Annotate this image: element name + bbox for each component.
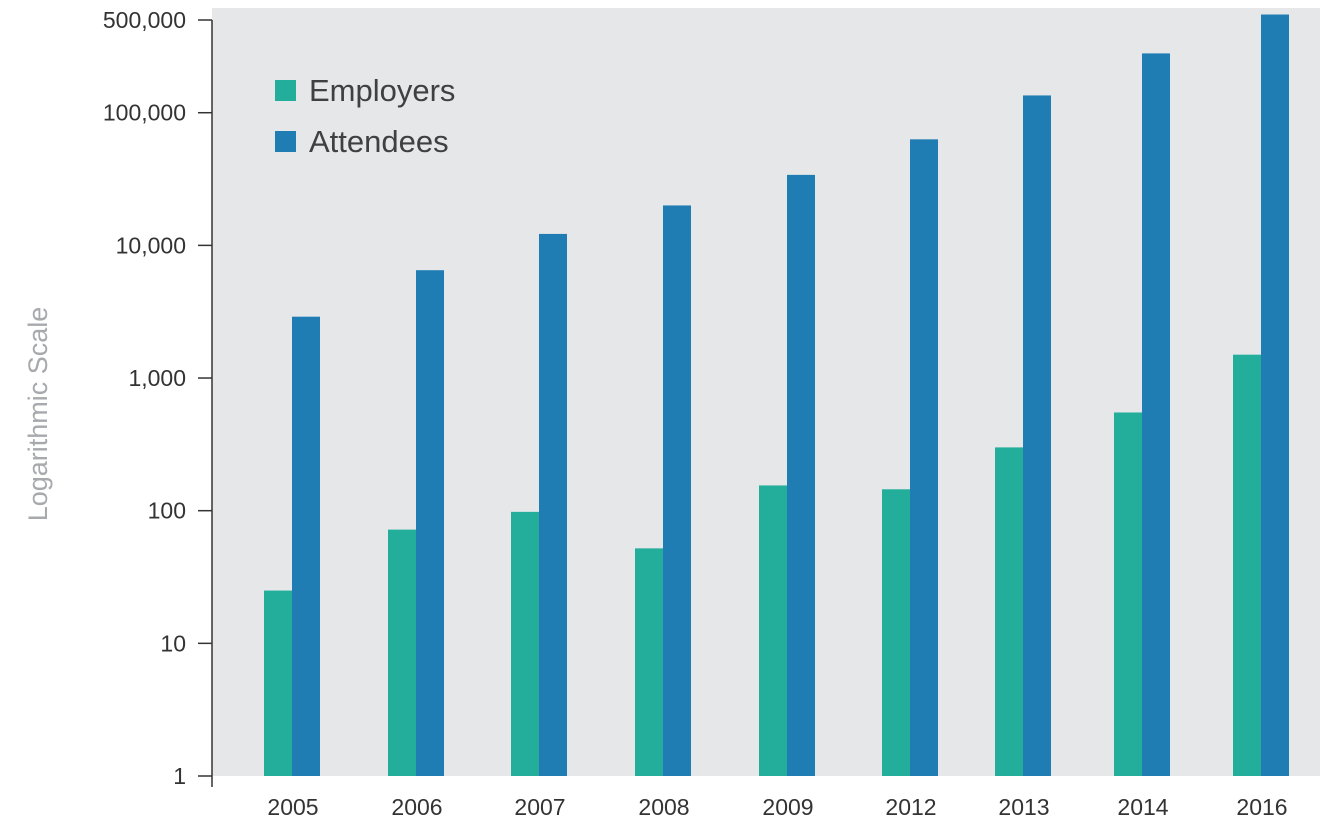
x-tick-label: 2014 bbox=[1117, 794, 1168, 820]
legend-swatch-attendees bbox=[275, 131, 296, 152]
x-tick-label: 2012 bbox=[885, 794, 936, 820]
y-tick-label: 1,000 bbox=[128, 365, 186, 391]
x-tick-label: 2007 bbox=[514, 794, 565, 820]
bar-attendees-2006 bbox=[416, 270, 444, 776]
y-axis-label: Logarithmic Scale bbox=[23, 307, 53, 522]
bar-employers-2012 bbox=[882, 489, 910, 776]
bar-employers-2016 bbox=[1233, 354, 1261, 776]
x-tick-label: 2013 bbox=[998, 794, 1049, 820]
y-tick-label: 10 bbox=[160, 630, 186, 656]
legend: Employers Attendees bbox=[275, 73, 455, 159]
bar-attendees-2007 bbox=[539, 233, 567, 776]
y-tick-label: 500,000 bbox=[103, 7, 186, 33]
bar-employers-2009 bbox=[759, 485, 787, 776]
bar-attendees-2008 bbox=[663, 205, 691, 776]
y-tick-label: 10,000 bbox=[116, 232, 186, 258]
bar-employers-2013 bbox=[995, 447, 1023, 776]
bar-employers-2014 bbox=[1114, 412, 1142, 776]
x-tick-label: 2006 bbox=[391, 794, 442, 820]
x-tick-label: 2009 bbox=[762, 794, 813, 820]
bar-employers-2005 bbox=[264, 590, 292, 776]
bars-group bbox=[264, 14, 1289, 777]
x-labels-group: 2005 2006 2007 2008 2009 2012 2013 2014 2016 bbox=[267, 794, 1287, 820]
bar-employers-2008 bbox=[635, 548, 663, 776]
bar-employers-2006 bbox=[388, 529, 416, 776]
bar-attendees-2016 bbox=[1261, 14, 1289, 776]
x-tick-label: 2008 bbox=[638, 794, 689, 820]
legend-label-employers: Employers bbox=[309, 73, 455, 108]
bar-attendees-2014 bbox=[1142, 53, 1170, 777]
y-tick-label: 100,000 bbox=[103, 100, 186, 126]
bar-attendees-2012 bbox=[910, 139, 938, 777]
bar-attendees-2013 bbox=[1023, 95, 1051, 777]
y-tick-label: 100 bbox=[148, 498, 186, 524]
y-ticks-group: 1 10 100 1,000 10,000 100,000 500,000 bbox=[103, 7, 212, 789]
legend-label-attendees: Attendees bbox=[309, 124, 449, 159]
x-tick-label: 2016 bbox=[1236, 794, 1287, 820]
bar-attendees-2005 bbox=[292, 316, 320, 776]
bar-attendees-2009 bbox=[787, 174, 815, 777]
x-tick-label: 2005 bbox=[267, 794, 318, 820]
y-tick-label: 1 bbox=[173, 763, 186, 789]
bar-employers-2007 bbox=[511, 511, 539, 776]
legend-swatch-employers bbox=[275, 80, 296, 101]
